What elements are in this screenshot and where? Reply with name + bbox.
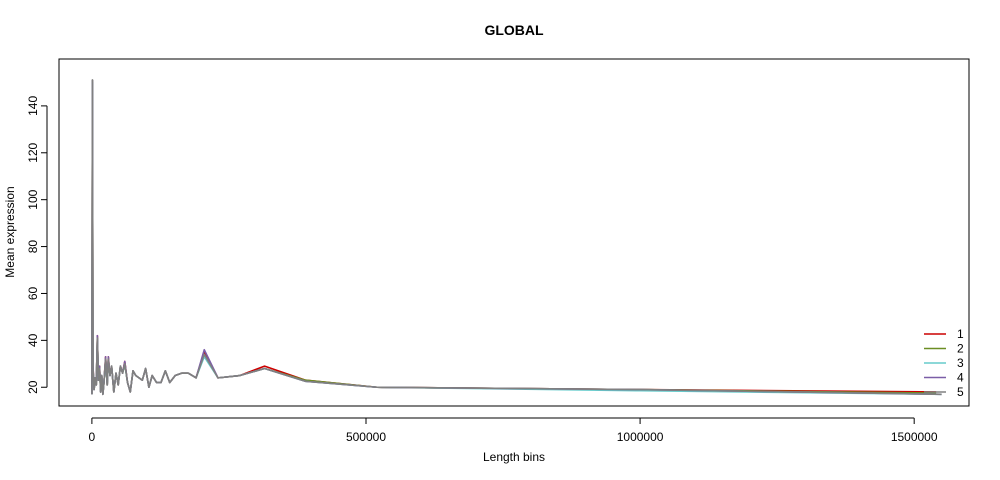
y-tick-label: 140 xyxy=(26,96,40,116)
legend-label-2: 2 xyxy=(957,342,964,356)
y-axis: 20 40 60 80 100 120 140 xyxy=(26,96,48,394)
x-tick-label: 500000 xyxy=(346,430,386,444)
x-tick-label: 1500000 xyxy=(891,430,938,444)
plot-frame xyxy=(58,58,970,407)
x-tick-label: 0 xyxy=(89,430,96,444)
y-axis-label: Mean expression xyxy=(3,186,17,277)
series-3-line xyxy=(91,81,942,396)
series-2-line xyxy=(91,79,937,396)
chart-title: GLOBAL xyxy=(484,22,544,38)
legend-label-1: 1 xyxy=(957,327,964,341)
series-4-line xyxy=(91,79,942,396)
legend-label-4: 4 xyxy=(957,371,964,385)
y-tick-label: 60 xyxy=(26,286,40,300)
legend-label-5: 5 xyxy=(957,385,964,399)
legend-label-3: 3 xyxy=(957,356,964,370)
x-axis: 0 500000 1000000 1500000 xyxy=(89,417,938,444)
series-5-line xyxy=(91,79,942,396)
y-tick-label: 80 xyxy=(26,240,40,254)
y-tick-label: 20 xyxy=(26,380,40,394)
series-layer xyxy=(91,79,942,396)
y-tick-label: 120 xyxy=(26,142,40,162)
y-tick-label: 100 xyxy=(26,189,40,209)
series-1-line xyxy=(91,81,937,396)
x-axis-label: Length bins xyxy=(483,450,545,464)
x-tick-label: 1000000 xyxy=(617,430,664,444)
y-tick-label: 40 xyxy=(26,333,40,347)
